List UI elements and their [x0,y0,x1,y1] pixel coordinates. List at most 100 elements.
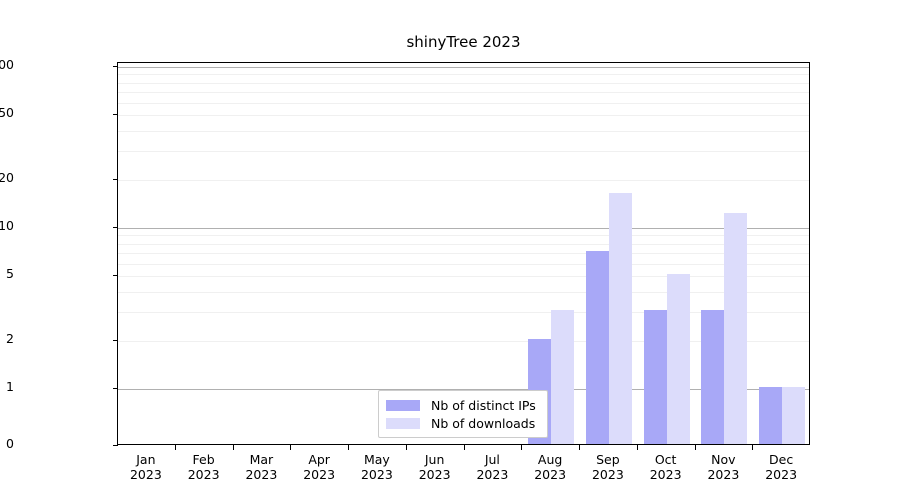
y-axis-tick-mark [113,445,118,447]
gridline-minor [118,103,809,104]
bar-group [528,63,575,444]
bar-downloads[interactable] [666,274,690,444]
x-axis-tick-label: Aug 2023 [520,452,580,482]
x-axis-tick-year: 2023 [534,467,567,482]
bar-group [585,63,632,444]
x-axis-tick-label: May 2023 [347,452,407,482]
x-axis-tick-label: Mar 2023 [231,452,291,482]
gridline-minor [118,74,809,75]
gridline-minor [118,244,809,245]
y-axis-tick-mark [113,66,118,68]
x-axis-tick-month: May [363,452,390,467]
y-axis-tick-mark [113,340,118,342]
gridline-minor [118,92,809,93]
x-axis-tick-year: 2023 [303,467,336,482]
x-axis-tick-month: Aug [537,452,563,467]
x-axis-tick-label: Apr 2023 [289,452,349,482]
x-axis-tick-year: 2023 [129,467,162,482]
x-axis-tick-month: Mar [249,452,274,467]
x-axis-tick-mark [752,445,754,450]
x-axis-tick-month: Jul [484,452,500,467]
bar-group [413,63,459,444]
gridline-minor [118,83,809,84]
x-axis-tick-year: 2023 [187,467,220,482]
x-axis-tick-mark [579,445,581,450]
x-axis-tick-mark [348,445,350,450]
x-axis-tick-year: 2023 [591,467,624,482]
x-axis-tick-label: Sep 2023 [578,452,638,482]
x-axis-tick-year: 2023 [360,467,393,482]
y-axis-tick-label: 0 [6,436,14,451]
bar-downloads[interactable] [782,387,806,444]
bar-group [701,63,748,444]
legend-item-downloads: Nb of downloads [386,414,540,432]
y-axis-tick-mark [113,275,118,277]
bar-group [759,63,806,444]
bar-distinct-ips[interactable] [585,250,609,444]
x-axis-tick-mark [637,445,639,450]
bar-downloads[interactable] [724,213,748,444]
y-axis-tick-mark [113,388,118,390]
x-axis-tick-label: Feb 2023 [174,452,234,482]
x-axis-tick-year: 2023 [649,467,682,482]
legend-item-ips: Nb of distinct IPs [386,396,540,414]
y-axis-tick-label: 20 [0,169,14,185]
bar-distinct-ips[interactable] [759,387,783,444]
x-axis-tick-month: Dec [769,452,794,467]
bar-group [182,63,228,444]
gridline-minor [118,276,809,277]
gridline-minor [118,151,809,152]
y-axis-tick-label: 2 [6,330,14,346]
bar-distinct-ips[interactable] [643,310,667,444]
y-axis-tick-label: 5 [6,266,14,282]
legend-swatch-downloads [386,417,420,429]
bar-downloads[interactable] [551,310,575,444]
x-axis-tick-month: Sep [596,452,620,467]
legend-label-downloads: Nb of downloads [431,415,536,431]
gridline-minor [118,131,809,132]
gridline-minor [118,180,809,181]
gridline-major [118,389,809,390]
x-axis-tick-mark [521,445,523,450]
bar-group [355,63,401,444]
bar-downloads[interactable] [608,193,632,444]
gridline-major [118,67,809,68]
x-axis-tick-mark [406,445,408,450]
y-axis-tick-label: 10 [0,218,14,233]
bar-group [297,63,343,444]
gridline-major [118,228,809,229]
x-axis-tick-mark [290,445,292,450]
x-axis-tick-mark [175,445,177,450]
x-axis-tick-year: 2023 [707,467,740,482]
legend-label-ips: Nb of distinct IPs [431,397,536,413]
x-axis-tick-year: 2023 [765,467,798,482]
bar-distinct-ips[interactable] [701,310,725,444]
x-axis-tick-year: 2023 [245,467,278,482]
gridline-minor [118,235,809,236]
bar-group [470,63,516,444]
gridline-minor [118,341,809,342]
plot-area [117,62,810,445]
x-axis-tick-mark [233,445,235,450]
x-axis-tick-label: Jul 2023 [462,452,522,482]
x-axis-tick-year: 2023 [418,467,451,482]
y-axis-tick-label: 100 [0,57,14,72]
x-axis-tick-mark [464,445,466,450]
gridline-minor [118,115,809,116]
x-axis-tick-label: Jan 2023 [116,452,176,482]
bars-layer [118,63,809,444]
x-axis-tick-label: Jun 2023 [405,452,465,482]
gridline-minor [118,292,809,293]
x-axis-tick-month: Feb [192,452,215,467]
gridline-minor [118,264,809,265]
y-axis-tick-mark [113,179,118,181]
x-axis-tick-mark [695,445,697,450]
x-axis-tick-label: Nov 2023 [693,452,753,482]
gridline-minor [118,253,809,254]
y-axis-tick-label: 1 [6,379,14,394]
x-axis-tick-month: Oct [654,452,677,467]
y-axis-tick-label: 50 [0,105,14,121]
y-axis-tick-mark [113,227,118,229]
chart-legend: Nb of distinct IPs Nb of downloads [378,390,548,438]
